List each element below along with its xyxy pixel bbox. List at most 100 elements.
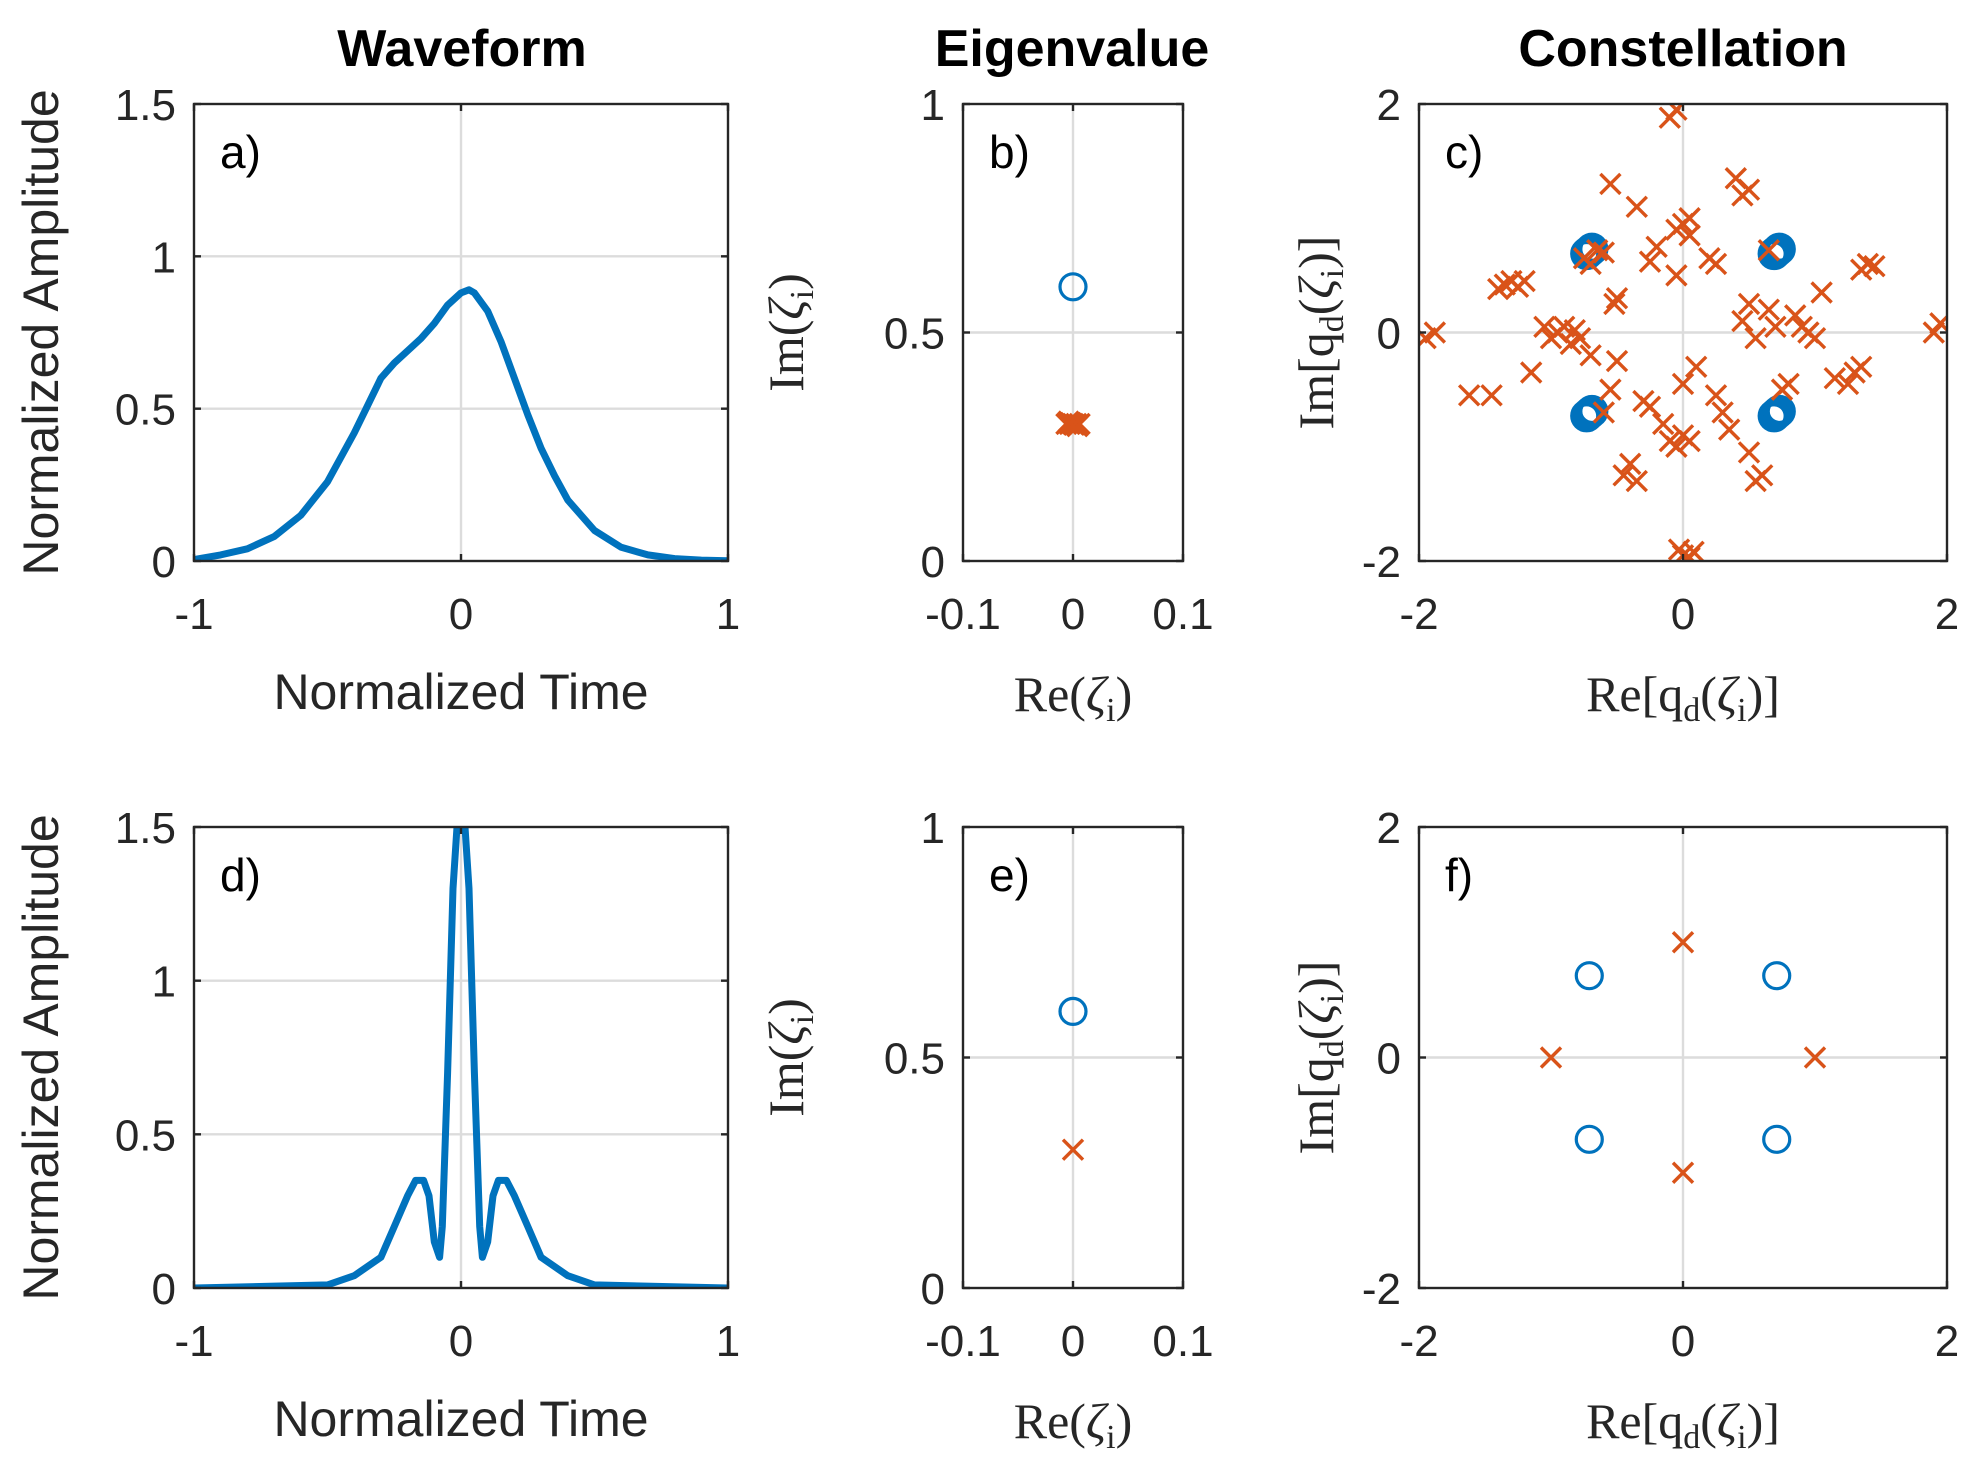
series-line	[194, 286, 728, 561]
x-tick-label: 0.1	[1152, 590, 1213, 639]
marker-received	[1863, 255, 1886, 278]
marker-received	[1737, 178, 1761, 201]
plot-area	[1539, 931, 1827, 1184]
y-tick-label: 2	[1377, 81, 1401, 130]
y-tick-label: 1.5	[115, 804, 176, 853]
marker-received	[1618, 452, 1642, 476]
x-tick-label: -1	[174, 590, 213, 639]
panel-label: b)	[989, 126, 1030, 178]
label-part: ζ	[758, 296, 814, 320]
x-tick-label: 0	[449, 1317, 473, 1366]
label-part: ζ	[758, 1021, 814, 1045]
y-axis-label: Normalized Amplitude	[13, 814, 69, 1300]
marker-received	[1605, 287, 1629, 310]
y-tick-label: 0.5	[884, 1035, 945, 1084]
y-axis-label: Normalized Amplitude	[13, 89, 69, 575]
y-tick-label: 0.5	[115, 386, 176, 435]
x-tick-label: -1	[174, 1317, 213, 1366]
marker-transmitted	[1058, 996, 1088, 1027]
marker-received	[1737, 441, 1761, 464]
marker-received	[1061, 1138, 1085, 1161]
label-part: d	[1683, 692, 1700, 729]
x-axis-label: Re(ζi)	[1014, 666, 1133, 729]
label-part: Re(	[1014, 1393, 1086, 1449]
marker-received	[1737, 292, 1761, 316]
x-axis-label: Normalized Time	[273, 664, 648, 720]
marker-received	[1783, 304, 1807, 327]
label-part: ζ	[1086, 666, 1110, 722]
marker-received	[1612, 464, 1635, 487]
label-part: ζ	[1717, 666, 1741, 722]
label-part: i	[1737, 1419, 1746, 1456]
label-part: (	[1288, 299, 1344, 316]
x-tick-label: 1	[716, 1317, 740, 1366]
marker-received	[1625, 195, 1649, 219]
panel-label: a)	[220, 126, 261, 178]
y-tick-label: 1	[152, 958, 176, 1007]
panel-e: -0.1 0 0.100.51e)Re(ζi)Im(ζi)	[758, 804, 1214, 1456]
marker-received	[1625, 469, 1649, 493]
label-part: d	[1314, 1040, 1351, 1057]
marker-received	[1645, 235, 1668, 259]
plot-area	[194, 827, 728, 1288]
y-tick-label: 0	[921, 1265, 945, 1314]
marker-received	[1671, 931, 1695, 954]
panel-label: f)	[1445, 849, 1473, 901]
y-tick-label: 0.5	[115, 1111, 176, 1160]
label-part: Re[q	[1586, 1393, 1683, 1449]
panel-label: c)	[1445, 126, 1483, 178]
marker-received	[1803, 327, 1827, 350]
marker-received	[1757, 239, 1781, 262]
x-axis-label: Re(ζi)	[1014, 1393, 1133, 1456]
marker-received	[1764, 315, 1787, 338]
label-part: Im(	[758, 320, 814, 392]
marker-received	[1803, 1046, 1827, 1069]
marker-received	[1665, 264, 1688, 287]
marker-transmitted	[1574, 1124, 1604, 1154]
x-tick-label: 2	[1935, 590, 1959, 639]
x-axis-label: Normalized Time	[273, 1391, 648, 1447]
label-part: Im(	[758, 1045, 814, 1117]
label-part: d	[1683, 1419, 1700, 1456]
marker-transmitted	[1574, 961, 1604, 991]
label-part: )	[758, 998, 814, 1015]
label-part: Re[q	[1586, 666, 1683, 722]
x-axis-label: Re[qd(ζi)]	[1586, 1393, 1780, 1456]
label-part: (	[1700, 666, 1717, 722]
label-part: )]	[1288, 961, 1344, 994]
label-part: )]	[1747, 1393, 1780, 1449]
label-part: )	[1116, 1393, 1133, 1449]
label-part: i	[784, 1015, 821, 1024]
plot-area	[1058, 996, 1088, 1161]
marker-received	[1665, 104, 1688, 121]
plot-area	[1055, 272, 1091, 438]
panel-d: -1 0 100.511.5d)Normalized TimeNormalized …	[13, 804, 740, 1447]
marker-transmitted	[1757, 237, 1791, 271]
y-tick-label: 1	[921, 804, 945, 853]
marker-received	[1059, 411, 1083, 435]
marker-received	[1678, 429, 1701, 453]
y-tick-label: 1	[921, 81, 945, 130]
marker-received	[1480, 384, 1503, 407]
y-tick-label: 1	[152, 233, 176, 282]
x-tick-label: -0.1	[925, 1317, 1001, 1366]
marker-received	[1638, 395, 1662, 418]
x-tick-label: 0	[1671, 1317, 1695, 1366]
y-tick-label: 1.5	[115, 81, 176, 130]
marker-transmitted	[1762, 394, 1796, 428]
y-tick-label: 0	[1377, 1035, 1401, 1084]
panel-label: e)	[989, 849, 1030, 901]
label-part: Im[q	[1288, 1057, 1344, 1154]
y-tick-label: 0	[921, 538, 945, 587]
label-part: i	[1106, 692, 1115, 729]
marker-received	[1717, 418, 1741, 441]
x-tick-label: 0	[1671, 590, 1695, 639]
marker-received	[1849, 355, 1873, 378]
marker-received	[1423, 321, 1447, 344]
label-part: ζ	[1086, 1393, 1110, 1449]
marker-received	[1750, 464, 1774, 487]
x-tick-label: -0.1	[925, 590, 1001, 639]
